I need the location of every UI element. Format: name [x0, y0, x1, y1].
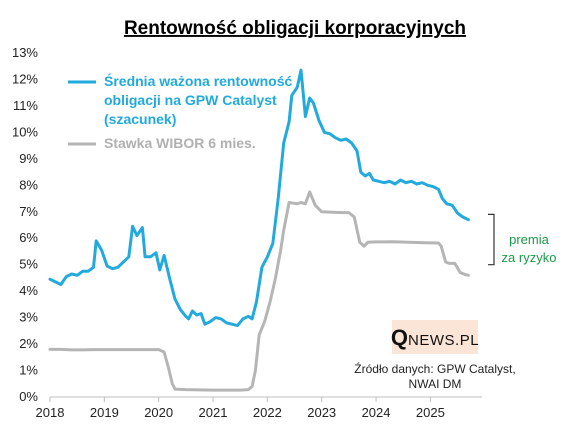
y-tick-label: 11% [13, 98, 38, 113]
x-tick-label: 2021 [199, 405, 228, 420]
y-tick-label: 4% [19, 283, 38, 298]
x-tick-label: 2022 [253, 405, 282, 420]
y-tick-label: 13% [12, 45, 38, 60]
series-line-catalyst-yield [48, 68, 470, 328]
source-line: NWAI DM [409, 377, 462, 391]
y-tick-label: 12% [12, 71, 38, 86]
y-tick-label: 6% [19, 230, 38, 245]
y-tick-label: 1% [19, 363, 38, 378]
legend-label: (szacunek) [104, 111, 176, 127]
chart-title: Rentowność obligacji korporacyjnych [124, 18, 466, 39]
legend-label: obligacji na GPW Catalyst [104, 92, 277, 108]
y-tick-label: 7% [19, 204, 38, 219]
y-tick-label: 5% [19, 257, 38, 272]
premium-label: za ryzyko [502, 250, 557, 265]
legend-label: Średnia ważona rentowność [104, 72, 292, 89]
source-note: Źródło danych: GPW Catalyst,NWAI DM [354, 361, 515, 391]
x-tick-label: 2020 [144, 405, 173, 420]
source-line: Źródło danych: GPW Catalyst, [354, 361, 515, 376]
legend-item-catalyst-yield: Średnia ważona rentowność obligacji na GP… [68, 72, 292, 127]
x-tick-label: 2019 [90, 405, 119, 420]
y-tick-label: 10% [12, 124, 38, 139]
x-tick-label: 2024 [362, 405, 391, 420]
legend-label: Stawka WIBOR 6 mies. [104, 135, 256, 151]
series-layer [48, 68, 470, 392]
qnews-logo: QNEWS.PL [391, 320, 479, 354]
legend-item-wibor-6m: Stawka WIBOR 6 mies. [68, 135, 256, 151]
y-tick-label: 2% [19, 336, 38, 351]
premium-bracket [488, 213, 495, 266]
logo-text: QNEWS.PL [391, 325, 479, 350]
risk-premium-annotation: premia za ryzyko [488, 213, 557, 266]
axes: 0% 1% 2% 3% 4% 5% 6% 7% 8% 9% 10% 11% 12% 13% 2018 2019… [12, 45, 482, 420]
y-tick-label: 0% [19, 389, 38, 404]
logo-background [392, 320, 478, 354]
y-tick-label: 9% [19, 151, 38, 166]
x-tick-label: 2018 [36, 405, 65, 420]
x-tick-label: 2025 [416, 405, 445, 420]
y-tick-label: 3% [19, 310, 38, 325]
premium-label: premia [509, 232, 550, 247]
y-tick-label: 8% [19, 177, 38, 192]
x-tick-label: 2023 [307, 405, 336, 420]
series-line-wibor-6m [48, 190, 470, 392]
legend: Średnia ważona rentowność obligacji na GP… [68, 72, 292, 151]
